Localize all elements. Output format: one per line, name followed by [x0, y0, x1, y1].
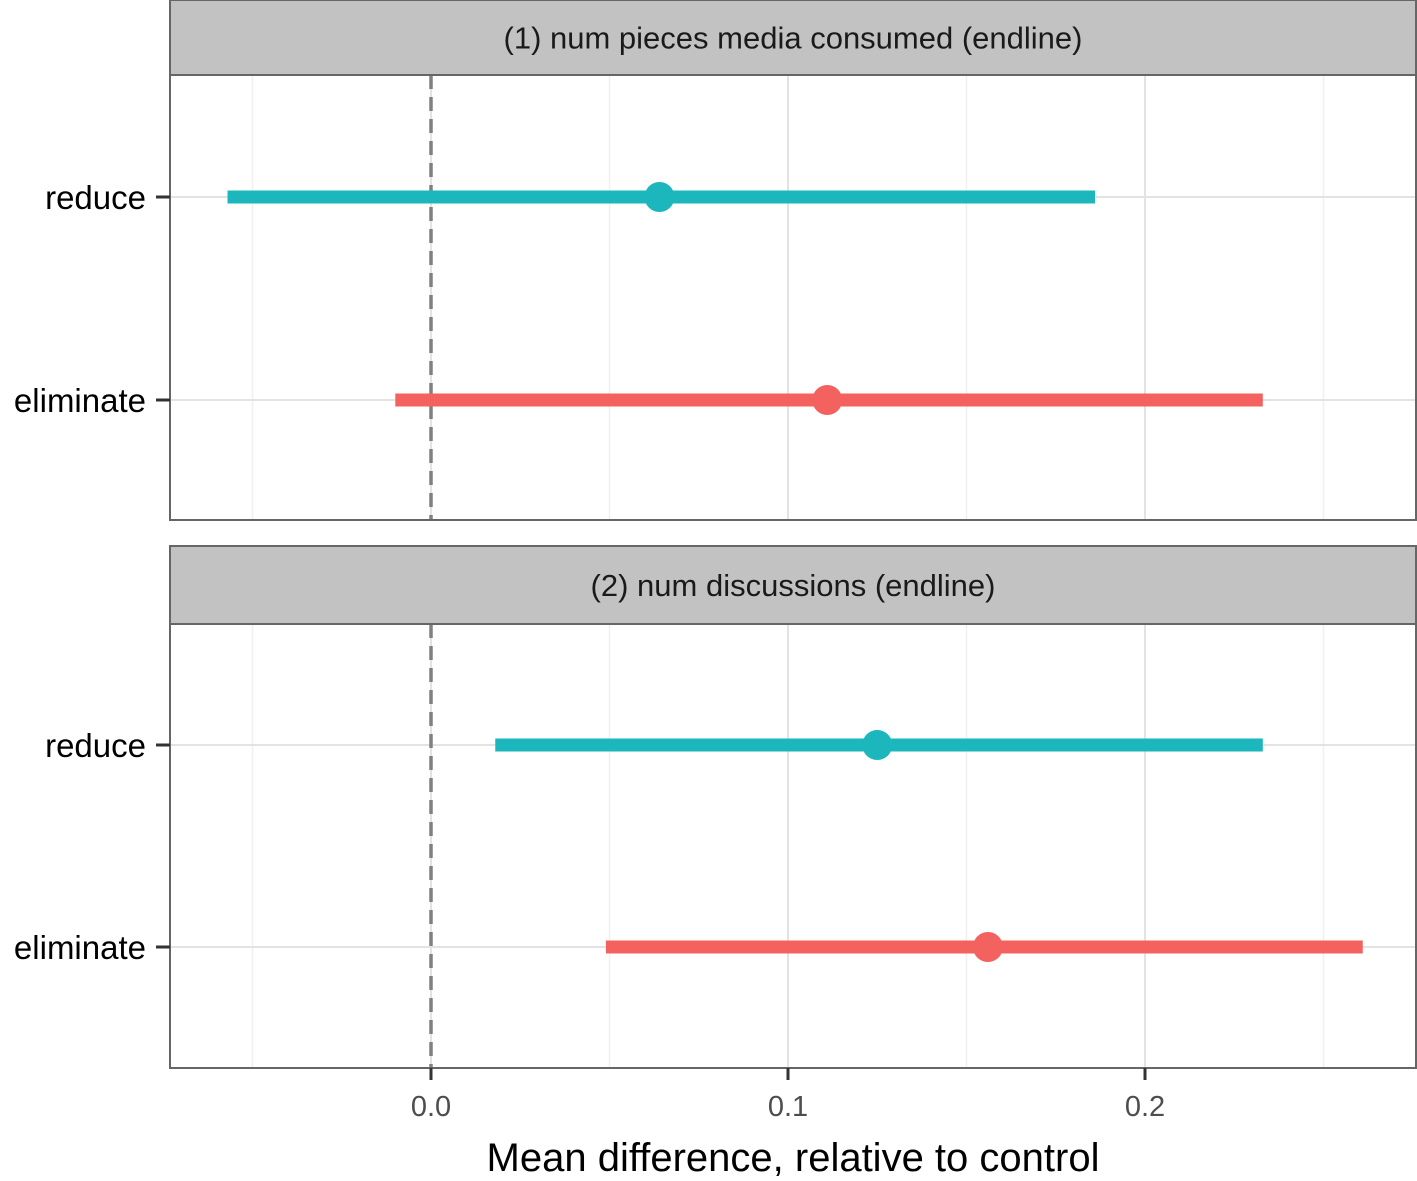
- xtick-label-0: 0.0: [411, 1091, 451, 1123]
- panel-background-1: [170, 75, 1416, 520]
- facet-title-1: (1) num pieces media consumed (endline): [504, 21, 1083, 56]
- xtick-label-2: 0.2: [1125, 1091, 1165, 1123]
- ytick-label-2-eliminate: eliminate: [14, 929, 146, 966]
- x-axis-title: Mean difference, relative to control: [487, 1136, 1100, 1180]
- point-estimate-2-reduce: [862, 730, 893, 760]
- point-estimate-1-reduce: [644, 182, 675, 212]
- facet-strip-2: [169, 545, 1417, 625]
- facet-strip-1: [169, 0, 1417, 76]
- panel-border-2: [169, 623, 1417, 1069]
- point-estimate-1-eliminate: [812, 385, 843, 415]
- ytick-label-1-reduce: reduce: [45, 179, 146, 216]
- ytick-label-2-reduce: reduce: [45, 727, 146, 764]
- facet-title-2: (2) num discussions (endline): [591, 568, 996, 603]
- point-estimate-2-eliminate: [972, 932, 1003, 962]
- panel-border-1: [169, 74, 1417, 521]
- ytick-label-1-eliminate: eliminate: [14, 382, 146, 419]
- xtick-label-1: 0.1: [768, 1091, 808, 1123]
- panel-background-2: [170, 624, 1416, 1068]
